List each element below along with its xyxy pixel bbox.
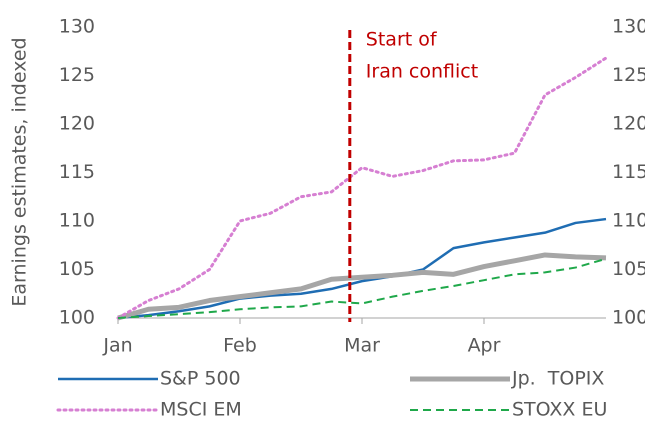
legend-label: MSCI EM: [160, 399, 242, 421]
x-tick-label: Feb: [223, 335, 257, 357]
series-line: [117, 217, 607, 320]
x-tick-label: Apr: [468, 335, 501, 357]
y-tick-label: 105: [59, 258, 95, 280]
legend-label: Jp. TOPIX: [511, 368, 604, 390]
y2-tick-label: 100: [612, 307, 645, 329]
y2-tick-label: 120: [612, 113, 645, 135]
y-tick-label: 115: [59, 161, 95, 183]
legend-label: STOXX EU: [512, 399, 607, 421]
y-tick-label: 120: [59, 113, 95, 135]
series-line: [116, 56, 608, 320]
series-line: [117, 252, 607, 321]
y-axis-label: Earnings estimates, indexed: [9, 37, 31, 306]
y-tick-label: 100: [59, 307, 95, 329]
y-tick-label: 130: [59, 16, 95, 38]
y2-tick-label: 115: [612, 161, 645, 183]
y2-tick-label: 130: [612, 16, 645, 38]
x-tick-label: Mar: [344, 335, 380, 357]
series-line: [117, 257, 607, 319]
y2-tick-label: 105: [612, 258, 645, 280]
y-tick-label: 110: [59, 210, 95, 232]
y2-tick-label: 125: [612, 64, 645, 86]
y2-tick-label: 110: [612, 210, 645, 232]
x-tick-label: Jan: [102, 335, 132, 357]
annotation-text: Start of: [366, 29, 438, 51]
annotation-text: Iran conflict: [366, 61, 478, 83]
legend-label: S&P 500: [160, 368, 241, 390]
y-tick-label: 125: [59, 64, 95, 86]
